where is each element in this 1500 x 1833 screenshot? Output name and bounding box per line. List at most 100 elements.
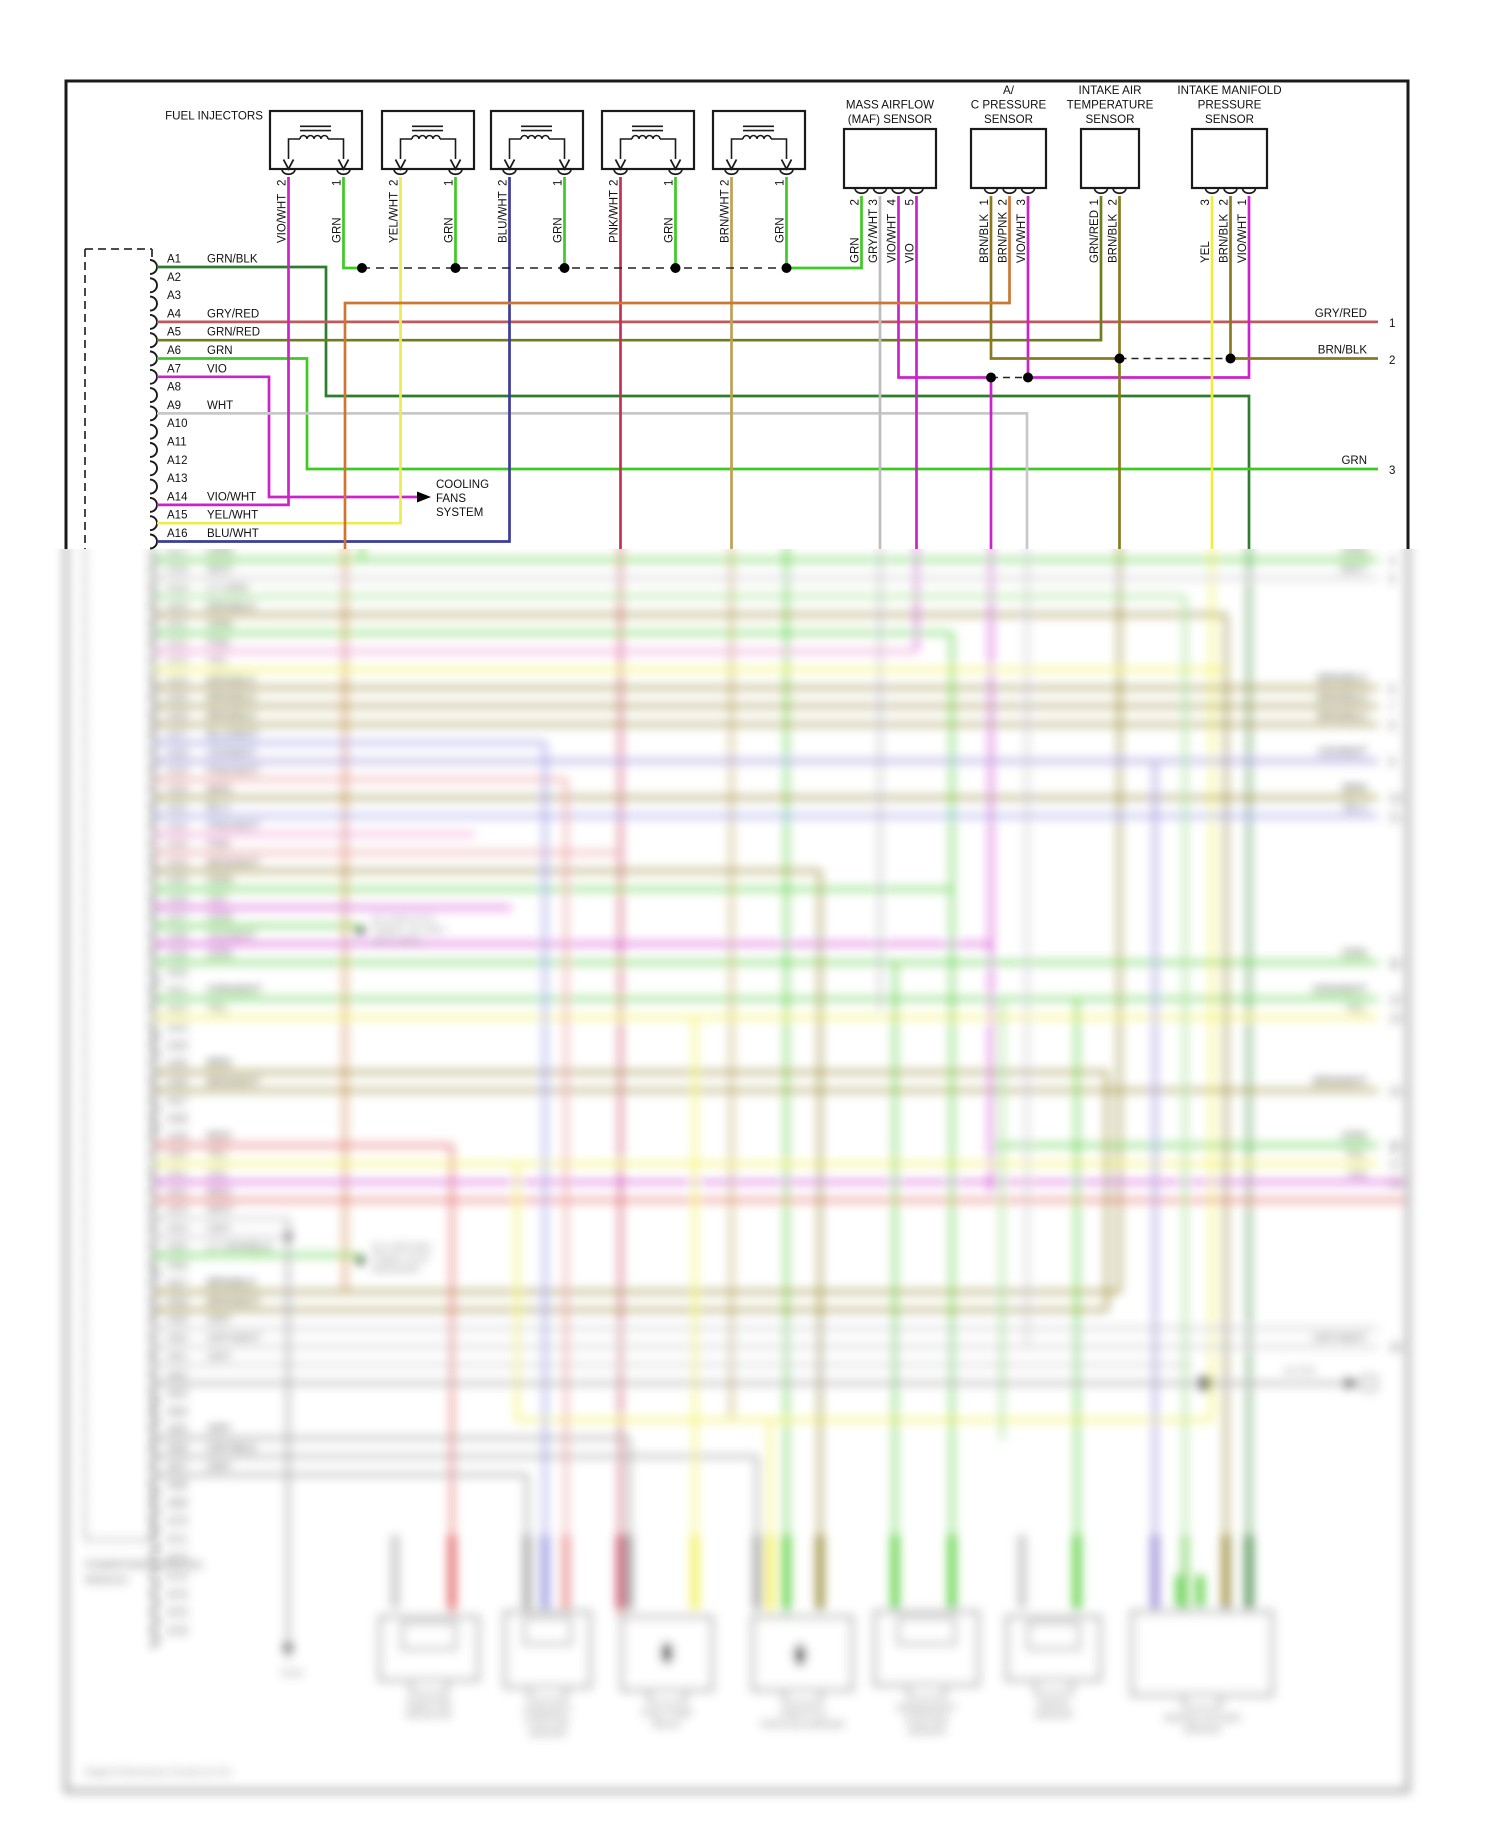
svg-text:A66: A66: [167, 1443, 187, 1455]
svg-text:A31: A31: [167, 803, 187, 815]
svg-text:A61: A61: [167, 1352, 187, 1364]
svg-text:A27: A27: [167, 729, 187, 741]
svg-text:SENSOR: SENSOR: [528, 1728, 567, 1738]
svg-text:FUEL INJECTORS: FUEL INJECTORS: [165, 110, 263, 123]
svg-text:FUEL PUMP: FUEL PUMP: [641, 1708, 692, 1718]
svg-text:A73: A73: [167, 1571, 187, 1583]
svg-text:A49: A49: [167, 1132, 187, 1144]
svg-text:2: 2: [850, 199, 862, 205]
svg-text:POSITION SENSOR: POSITION SENSOR: [761, 1720, 845, 1730]
svg-text:A53: A53: [167, 1205, 187, 1217]
svg-text:2: 2: [1108, 199, 1120, 205]
svg-text:A50: A50: [167, 1150, 187, 1162]
svg-text:A4: A4: [167, 308, 182, 320]
svg-text:GRN: GRN: [1341, 1132, 1367, 1144]
svg-text:POSITION: POSITION: [526, 1717, 569, 1727]
svg-text:A60: A60: [167, 1333, 187, 1345]
svg-text:3: 3: [1016, 199, 1028, 205]
svg-text:YEL: YEL: [207, 1004, 229, 1016]
svg-text:A36: A36: [167, 894, 187, 906]
svg-text:A64: A64: [167, 1406, 188, 1418]
svg-text:VIO/WHT: VIO/WHT: [1237, 214, 1249, 263]
svg-text:2: 2: [389, 180, 401, 186]
svg-text:GRN: GRN: [1341, 546, 1367, 558]
svg-text:MODULE: MODULE: [85, 1575, 128, 1586]
svg-text:PRESSURE: PRESSURE: [1198, 99, 1262, 112]
svg-text:GRN/BLK: GRN/BLK: [207, 254, 258, 266]
svg-text:A54: A54: [167, 1223, 188, 1235]
svg-text:W/ EGR: W/ EGR: [1284, 1365, 1315, 1375]
svg-text:1: 1: [775, 180, 787, 186]
svg-text:GRN: GRN: [207, 620, 233, 632]
svg-text:VIO/WHT: VIO/WHT: [207, 748, 256, 760]
svg-text:A71: A71: [167, 1535, 187, 1547]
svg-text:BRN/BLK: BRN/BLK: [207, 601, 257, 613]
svg-text:A1: A1: [167, 254, 181, 266]
svg-text:G102: G102: [281, 1668, 303, 1678]
svg-text:WHT: WHT: [1341, 565, 1367, 577]
svg-text:SENSOR: SENSOR: [984, 113, 1033, 126]
svg-text:A46: A46: [167, 1077, 187, 1089]
svg-text:A18: A18: [167, 565, 187, 577]
svg-text:A14: A14: [167, 491, 188, 503]
svg-text:W/ 5 SPD MAN: W/ 5 SPD MAN: [372, 1242, 431, 1252]
svg-text:A38: A38: [167, 931, 187, 943]
svg-text:VIO: VIO: [207, 1169, 227, 1181]
svg-text:WHT: WHT: [207, 1205, 233, 1217]
svg-text:LT GRN/BLK: LT GRN/BLK: [207, 1242, 273, 1254]
svg-text:A65: A65: [167, 1425, 187, 1437]
svg-text:BRN/BLK: BRN/BLK: [207, 1278, 257, 1290]
svg-text:6: 6: [1389, 684, 1395, 696]
svg-text:10: 10: [1389, 794, 1402, 806]
svg-text:A55: A55: [167, 1242, 187, 1254]
svg-text:GRN: GRN: [850, 237, 862, 263]
svg-text:GRN: GRN: [207, 912, 233, 924]
svg-text:SENSOR: SENSOR: [1205, 113, 1254, 126]
svg-text:A16: A16: [167, 528, 187, 540]
svg-text:GRY: GRY: [207, 1461, 232, 1473]
svg-text:VIO/WHT: VIO/WHT: [207, 491, 256, 503]
svg-text:GRY/RED: GRY/RED: [1315, 308, 1367, 320]
svg-text:BRN/BLK: BRN/BLK: [1318, 345, 1368, 357]
svg-text:RED: RED: [207, 1132, 231, 1144]
svg-text:9: 9: [1389, 757, 1395, 769]
svg-text:GRY: GRY: [207, 1425, 232, 1437]
svg-text:A45: A45: [167, 1059, 187, 1071]
svg-text:YEL: YEL: [1345, 1150, 1367, 1162]
svg-text:1: 1: [1237, 199, 1249, 205]
svg-text:TRANS: 2.4L ONLY: TRANS: 2.4L ONLY: [372, 925, 447, 935]
svg-text:A75: A75: [167, 1608, 187, 1620]
svg-text:BRN/WHT: BRN/WHT: [207, 857, 261, 869]
svg-text:GRN: GRN: [207, 345, 233, 357]
svg-text:FANS: FANS: [436, 493, 466, 505]
svg-text:2: 2: [1389, 355, 1395, 367]
svg-text:3: 3: [1200, 199, 1212, 205]
svg-text:A8: A8: [167, 382, 181, 394]
svg-text:BRN: BRN: [207, 784, 231, 796]
svg-text:RELAY: RELAY: [653, 1720, 682, 1730]
svg-text:BRN/BLK: BRN/BLK: [1318, 674, 1368, 686]
svg-text:A48: A48: [167, 1114, 187, 1126]
svg-text:A74: A74: [167, 1589, 188, 1601]
svg-text:RED: RED: [207, 1187, 231, 1199]
svg-text:A6: A6: [167, 345, 181, 357]
svg-text:A52: A52: [167, 1187, 187, 1199]
svg-text:A57: A57: [167, 1278, 187, 1290]
svg-text:EMISSIONS: EMISSIONS: [372, 1264, 420, 1274]
svg-text:GRY/WHT: GRY/WHT: [207, 1333, 261, 1345]
svg-text:A23: A23: [167, 656, 187, 668]
svg-text:3: 3: [1389, 465, 1395, 477]
svg-text:GRN/WHT: GRN/WHT: [207, 986, 262, 998]
svg-text:PNK/WHT: PNK/WHT: [207, 821, 260, 833]
svg-text:GRN: GRN: [444, 217, 456, 243]
svg-text:A/: A/: [1003, 84, 1015, 97]
svg-text:GRN: GRN: [775, 217, 787, 243]
svg-text:BRN/BLK: BRN/BLK: [979, 213, 991, 263]
svg-text:17: 17: [1389, 1160, 1402, 1172]
svg-text:18: 18: [1389, 1178, 1402, 1190]
svg-text:INJECTOR: INJECTOR: [407, 1698, 452, 1708]
svg-text:BLU: BLU: [207, 803, 229, 815]
svg-text:BRN/BLK: BRN/BLK: [1318, 711, 1368, 723]
svg-text:SENSOR: SENSOR: [1183, 1725, 1222, 1735]
svg-text:2: 2: [998, 199, 1010, 205]
